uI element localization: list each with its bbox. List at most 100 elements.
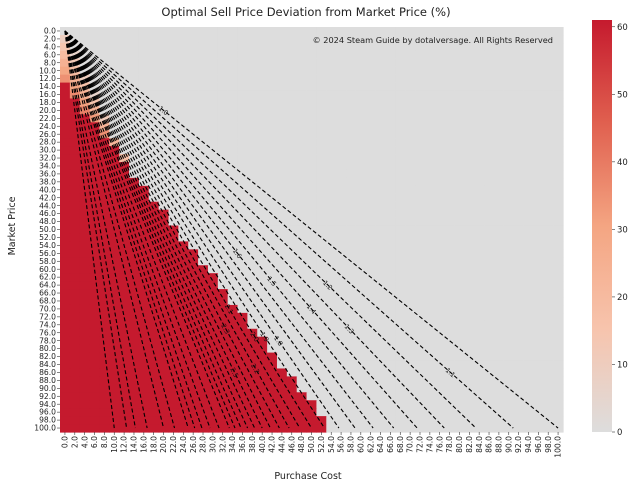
heatmap-cell [198, 416, 209, 425]
heatmap-cell [138, 27, 150, 36]
heatmap-cell [267, 289, 278, 298]
heatmap-cell [523, 265, 535, 274]
x-tick-label: 32.0 [218, 436, 227, 453]
heatmap-cell [395, 185, 406, 195]
heatmap-cell [484, 66, 495, 76]
heatmap-cell [336, 98, 347, 108]
heatmap-cell [148, 304, 160, 314]
heatmap-cell [395, 360, 406, 370]
heatmap-cell [237, 352, 248, 362]
heatmap-cell [444, 360, 456, 370]
heatmap-cell [395, 368, 406, 378]
heatmap-cell [237, 177, 248, 187]
heatmap-cell [247, 336, 258, 346]
heatmap-cell [207, 162, 219, 171]
heatmap-cell [119, 312, 130, 322]
heatmap-cell [503, 312, 515, 322]
heatmap-cell [464, 209, 475, 219]
heatmap-cell [365, 416, 377, 425]
heatmap-cell [454, 368, 465, 378]
heatmap-cell [178, 34, 189, 44]
heatmap-cell [385, 233, 396, 243]
heatmap-cell [69, 90, 81, 100]
heatmap-cell [454, 82, 465, 92]
heatmap-cell [444, 193, 456, 203]
heatmap-cell [326, 416, 337, 425]
heatmap-cell [306, 257, 318, 266]
heatmap-cell [227, 169, 239, 179]
heatmap-cell [336, 360, 347, 370]
heatmap-cell [129, 98, 140, 108]
heatmap-cell [227, 58, 239, 68]
heatmap-cell [464, 185, 475, 195]
heatmap-cell [385, 408, 396, 417]
heatmap-cell [424, 50, 436, 60]
heatmap-cell [89, 281, 101, 290]
heatmap-cell [129, 336, 140, 346]
heatmap-cell [217, 146, 229, 155]
heatmap-cell [336, 225, 347, 235]
contour-line [64, 30, 325, 429]
heatmap-cell [533, 376, 544, 385]
heatmap-cell [484, 114, 495, 123]
heatmap-cell [543, 50, 554, 60]
heatmap-cell [405, 376, 416, 385]
heatmap-cell [247, 392, 258, 401]
heatmap-cell [543, 106, 554, 115]
heatmap-cell [198, 241, 209, 250]
heatmap-cell [326, 344, 337, 354]
heatmap-cell [444, 138, 456, 147]
heatmap-cell [375, 146, 387, 155]
heatmap-cell [543, 424, 554, 433]
heatmap-cell [168, 90, 179, 100]
heatmap-cell [129, 130, 140, 139]
heatmap-cell [395, 312, 406, 322]
heatmap-cell [79, 281, 91, 290]
heatmap-cell [316, 50, 327, 60]
heatmap-cell [424, 360, 436, 370]
heatmap-cell [346, 352, 357, 362]
heatmap-cell [326, 265, 337, 274]
heatmap-cell [385, 58, 396, 68]
heatmap-cell [237, 50, 248, 60]
heatmap-cell [375, 320, 387, 330]
heatmap-cell [79, 201, 91, 211]
heatmap-cell [395, 106, 406, 115]
y-tick-label: 80.0 [39, 344, 56, 353]
heatmap-cell [375, 304, 387, 314]
heatmap-cell [227, 320, 239, 330]
heatmap-cell [60, 241, 71, 250]
heatmap-cell [237, 265, 248, 274]
heatmap-cell [69, 130, 81, 139]
heatmap-cell [109, 201, 120, 211]
heatmap-cell [158, 27, 170, 36]
heatmap-cell [138, 42, 150, 52]
heatmap-cell [237, 368, 248, 378]
heatmap-cell [543, 98, 554, 108]
heatmap-cell [355, 320, 367, 330]
heatmap-cell [227, 50, 239, 60]
heatmap-cell [444, 154, 456, 163]
colorbar-tick-label: 40 [617, 158, 628, 168]
heatmap-cell [365, 281, 377, 290]
heatmap-cell [346, 201, 357, 211]
heatmap-cell [237, 154, 248, 163]
heatmap-cell [375, 249, 387, 258]
heatmap-cell [286, 241, 298, 250]
heatmap-cell [188, 217, 199, 227]
heatmap-cell [523, 74, 535, 84]
heatmap-cell [207, 114, 219, 123]
heatmap-cell [276, 225, 288, 235]
heatmap-cell [138, 273, 150, 282]
heatmap-cell [434, 114, 446, 123]
heatmap-cell [553, 98, 564, 108]
heatmap-cell [316, 249, 327, 258]
heatmap-cell [148, 384, 160, 393]
heatmap-cell [198, 297, 209, 306]
heatmap-cell [148, 146, 160, 155]
heatmap-cell [355, 360, 367, 370]
heatmap-cell [355, 392, 367, 401]
heatmap-cell [237, 122, 248, 131]
heatmap-cell [405, 169, 416, 179]
